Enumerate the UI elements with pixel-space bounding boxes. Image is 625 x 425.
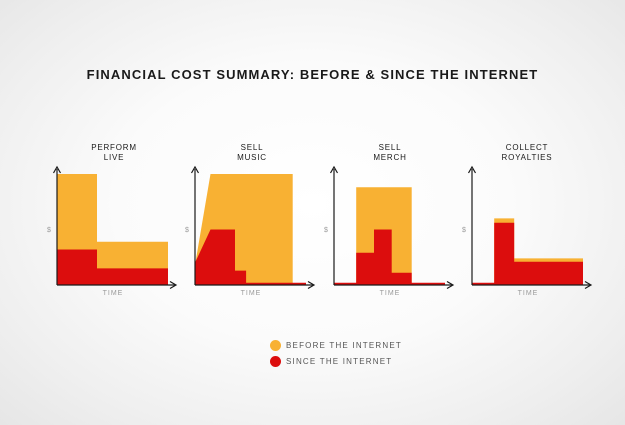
- area-since-perform-live: [57, 249, 168, 285]
- x-axis-arrow-perform-live: [169, 280, 178, 290]
- x-axis-label-perform-live: TIME: [103, 290, 124, 297]
- panel-title-sell-merch: SELL MERCH: [373, 143, 407, 162]
- panel-sell-music: TIME $: [185, 165, 316, 297]
- x-axis-arrow-sell-music: [307, 280, 316, 290]
- y-axis-arrow-perform-live: [52, 165, 62, 174]
- y-axis-label-collect-royalties: $: [462, 227, 466, 234]
- area-since-sell-merch: [334, 229, 445, 285]
- legend-item-before: BEFORE THE INTERNET: [270, 337, 402, 353]
- panel-title-perform-live: PERFORM LIVE: [91, 143, 137, 162]
- x-axis-arrow-collect-royalties: [584, 280, 593, 290]
- y-axis-arrow-sell-music: [190, 165, 200, 174]
- legend-label-before: BEFORE THE INTERNET: [286, 340, 402, 350]
- y-axis-arrow-sell-merch: [329, 165, 339, 174]
- y-axis-arrow-collect-royalties: [467, 165, 477, 174]
- legend: BEFORE THE INTERNET SINCE THE INTERNET: [270, 337, 402, 369]
- x-axis-label-sell-merch: TIME: [380, 290, 401, 297]
- area-since-collect-royalties: [472, 222, 583, 285]
- legend-swatch-before: [270, 339, 281, 351]
- chart-title: FINANCIAL COST SUMMARY: BEFORE & SINCE T…: [86, 67, 539, 82]
- panel-sell-merch: TIME $: [324, 165, 455, 297]
- x-axis-arrow-sell-merch: [446, 280, 455, 290]
- y-axis-label-sell-music: $: [185, 227, 189, 234]
- legend-item-since: SINCE THE INTERNET: [270, 353, 402, 369]
- y-axis-label-perform-live: $: [47, 227, 51, 234]
- legend-swatch-since: [270, 355, 281, 367]
- panel-perform-live: TIME $: [47, 165, 178, 297]
- panel-title-collect-royalties: COLLECT ROYALTIES: [501, 143, 553, 162]
- x-axis-label-sell-music: TIME: [241, 290, 262, 297]
- x-axis-label-collect-royalties: TIME: [518, 290, 539, 297]
- panel-collect-royalties: TIME $: [462, 165, 593, 297]
- panel-title-sell-music: SELL MUSIC: [237, 143, 267, 162]
- y-axis-label-sell-merch: $: [324, 227, 328, 234]
- area-since-sell-music: [195, 229, 306, 285]
- legend-label-since: SINCE THE INTERNET: [286, 356, 393, 366]
